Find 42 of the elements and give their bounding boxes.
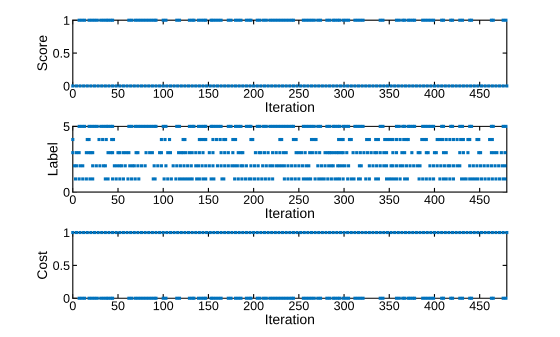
x-tick-label: 150 — [198, 89, 218, 98]
x-tick-label: 450 — [470, 195, 490, 204]
x-tick-label: 450 — [470, 89, 490, 98]
x-tick-label: 150 — [198, 195, 218, 204]
x-tick-label: 400 — [424, 195, 444, 204]
x-tick-label: 450 — [470, 301, 490, 310]
y-tick-label: 0 — [64, 188, 70, 197]
x-tick-label: 0 — [70, 89, 76, 98]
x-axis-title: Iteration — [266, 102, 314, 112]
x-tick-label: 50 — [112, 301, 124, 310]
y-tick-label: 1 — [64, 16, 70, 25]
x-tick-label: 300 — [334, 195, 354, 204]
x-tick-label: 100 — [154, 195, 174, 204]
y-tick-label: 0 — [64, 82, 70, 91]
x-tick-label: 250 — [289, 89, 309, 98]
y-tick-label: 0.5 — [53, 261, 70, 270]
x-tick-label: 350 — [379, 301, 400, 310]
y-tick-label: 0 — [64, 294, 70, 303]
x-tick-label: 400 — [424, 89, 444, 98]
x-axis-title: Iteration — [266, 208, 314, 218]
x-tick-label: 300 — [334, 301, 354, 310]
x-tick-label: 50 — [112, 89, 124, 98]
x-tick-label: 200 — [244, 195, 264, 204]
x-axis-title: Iteration — [266, 314, 314, 324]
x-tick-label: 150 — [198, 301, 218, 310]
y-tick-label: 1 — [64, 228, 70, 238]
x-tick-label: 50 — [112, 195, 124, 204]
x-tick-label: 350 — [379, 89, 400, 98]
x-tick-label: 300 — [334, 89, 354, 98]
x-tick-label: 100 — [154, 301, 174, 310]
x-tick-label: 200 — [244, 89, 264, 98]
y-axis-title: Label — [47, 143, 58, 176]
x-tick-label: 400 — [424, 301, 444, 310]
y-axis-title: Score — [37, 36, 48, 71]
y-tick-label: 5 — [64, 122, 70, 132]
y-tick-label: 0.5 — [53, 48, 70, 58]
x-tick-label: 200 — [244, 301, 264, 310]
x-tick-label: 250 — [289, 195, 309, 204]
x-tick-label: 100 — [154, 89, 174, 98]
x-tick-label: 250 — [289, 301, 309, 310]
y-axis-title: Cost — [37, 251, 48, 279]
x-tick-label: 350 — [379, 195, 400, 204]
